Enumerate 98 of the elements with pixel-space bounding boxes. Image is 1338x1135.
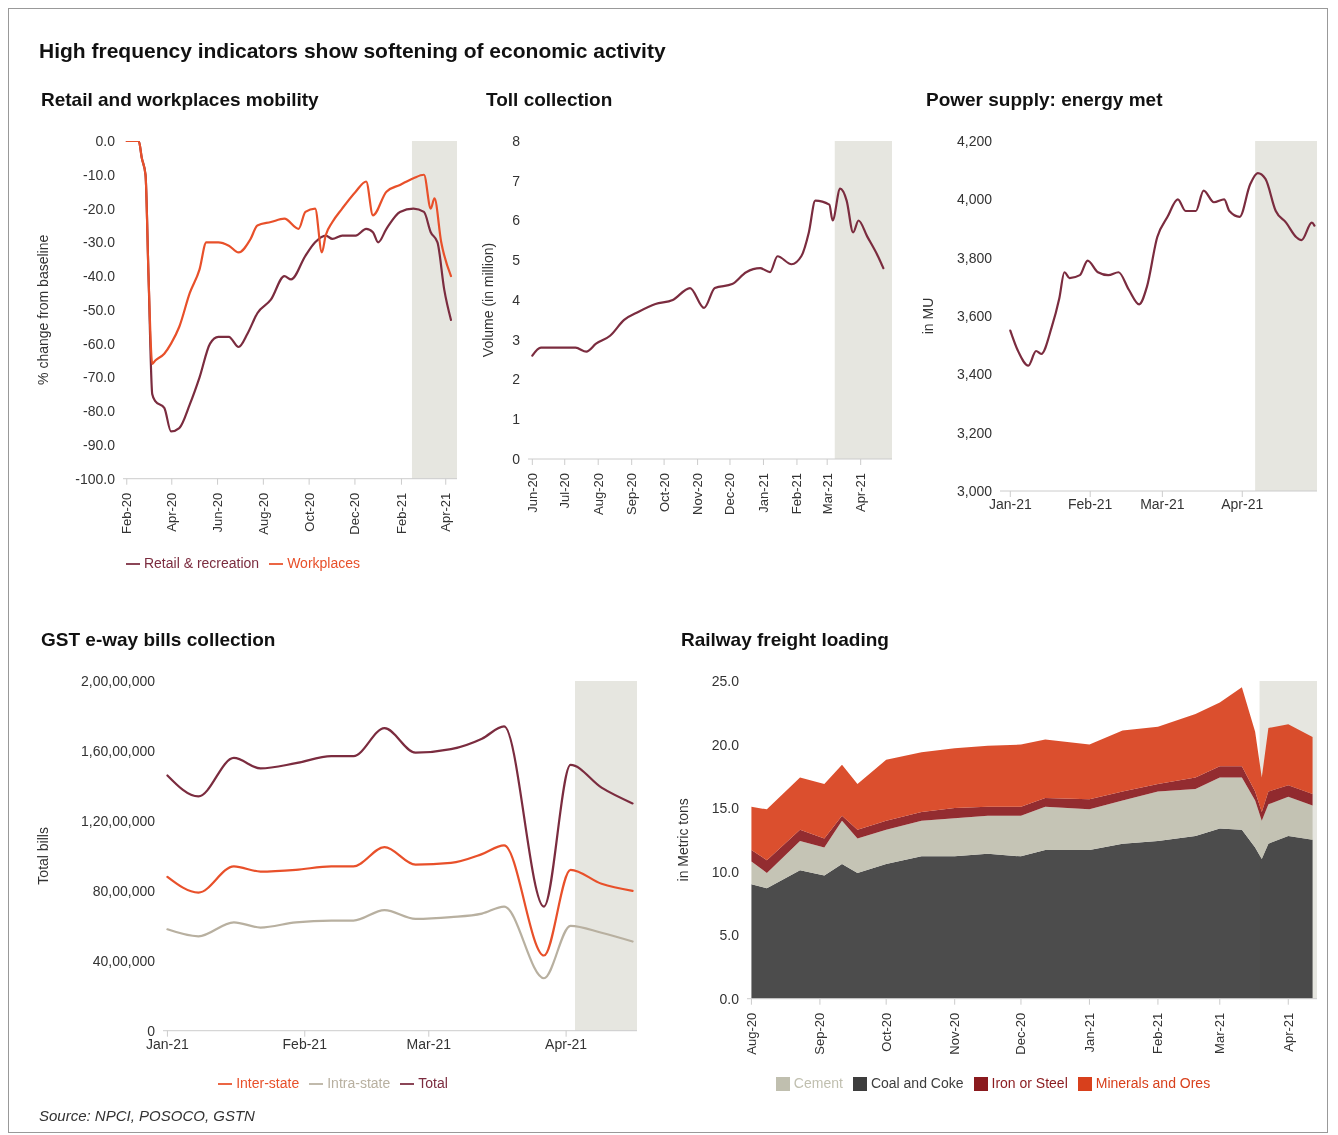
y-tick-label: 3,400 [956,366,993,383]
y-axis-title: in MU [919,297,936,335]
x-tick-label: Feb-21 [1150,1012,1166,1054]
x-tick-label: Nov-20 [947,1012,963,1055]
y-axis-title: in Metric tons [674,798,691,882]
x-tick-label: Oct-20 [301,492,317,532]
x-tick-label: Apr-21 [1280,1012,1296,1052]
legend-label: Intra-state [327,1074,391,1091]
chart-title: Power supply: energy met [926,89,1164,111]
x-tick-label: Dec-20 [722,473,738,515]
line-series [1009,171,1316,367]
x-tick-label: Sep-20 [624,473,640,515]
chart-title: Railway freight loading [681,629,890,651]
x-tick-label: Apr-21 [545,1035,588,1052]
x-tick-label: Mar-21 [1140,495,1185,512]
x-tick-label: Aug-20 [743,1012,759,1055]
y-tick-label: 8 [512,132,521,149]
legend-label: Minerals and Ores [1095,1074,1211,1091]
y-tick-label: -100.0 [75,470,116,487]
y-tick-label: 4 [512,291,521,308]
line-series [166,905,634,980]
y-axis-title: % change from baseline [34,234,51,385]
y-tick-label: -30.0 [83,234,116,251]
legend-label: Inter-state [236,1074,300,1091]
y-tick-label: 5 [512,252,521,269]
x-tick-label: Jan-21 [755,473,771,513]
y-tick-label: 2,00,00,000 [81,672,156,689]
x-tick-label: Jun-20 [210,492,226,533]
y-tick-label: 20.0 [711,736,740,753]
source-note: Source: NPCI, POSOCO, GSTN [39,1107,255,1124]
x-tick-label: Nov-20 [690,473,706,515]
y-tick-label: 10.0 [711,863,740,880]
x-tick-label: Apr-21 [1221,495,1264,512]
x-tick-label: Aug-20 [255,492,271,535]
y-tick-label: 6 [512,212,521,229]
y-tick-label: 2 [512,371,521,388]
x-tick-label: Jul-20 [557,473,573,509]
y-tick-label: -60.0 [83,335,116,352]
y-tick-label: 0.0 [95,132,116,149]
x-tick-label: Feb-21 [789,473,805,515]
x-tick-label: Aug-20 [590,473,606,515]
chart-title: GST e-way bills collection [41,629,277,651]
y-tick-label: 4,000 [956,191,993,208]
legend-label: Coal and Coke [870,1074,964,1091]
line-series [125,141,453,365]
x-tick-label: Mar-21 [1212,1012,1228,1054]
x-tick-label: Jun-20 [524,473,540,513]
chart-title: Toll collection [486,89,614,111]
x-tick-label: Apr-20 [164,492,180,532]
x-tick-label: Oct-20 [878,1012,894,1052]
x-tick-label: Dec-20 [1013,1012,1029,1055]
y-tick-label: 3 [512,331,521,348]
text: High frequency indicators show softening of economic activity [39,39,666,63]
y-tick-label: 0.0 [719,990,740,1007]
y-tick-label: 4,200 [956,132,993,149]
legend-label: Retail & recreation [143,554,260,571]
y-tick-label: 3,600 [956,307,993,324]
x-tick-label: Mar-21 [406,1035,452,1052]
y-tick-label: -70.0 [83,369,116,386]
y-tick-label: 1 [512,411,521,428]
x-tick-label: Mar-21 [819,473,835,515]
x-tick-label: Apr-21 [853,473,869,513]
y-tick-label: -80.0 [83,403,116,420]
y-tick-label: 25.0 [711,672,740,689]
y-axis-title: Total bills [34,827,51,885]
x-tick-label: Feb-21 [282,1035,328,1052]
legend-label: Total [418,1074,448,1091]
y-tick-label: -50.0 [83,301,116,318]
y-tick-label: 3,200 [956,424,993,441]
y-tick-label: 7 [512,172,521,189]
y-tick-label: -10.0 [83,166,116,183]
line-series [166,725,634,908]
chart-title: Retail and workplaces mobility [41,89,320,111]
x-tick-label: Apr-21 [438,492,454,532]
legend-label: Iron or Steel [991,1074,1068,1091]
y-tick-label: 1,60,00,000 [81,742,156,759]
y-tick-label: -40.0 [83,268,116,285]
y-tick-label: 40,00,000 [92,952,156,969]
legend-label: Cement [793,1074,843,1091]
line-series [531,187,885,357]
x-tick-label: Sep-20 [812,1012,828,1055]
y-tick-label: -20.0 [83,200,116,217]
x-tick-label: Feb-21 [1068,495,1113,512]
y-tick-label: 15.0 [711,800,740,817]
y-tick-label: 80,00,000 [92,882,156,899]
y-tick-label: -90.0 [83,436,116,453]
x-tick-label: Feb-21 [393,492,409,534]
legend-label: Workplaces [287,554,361,571]
y-tick-label: 5.0 [719,927,740,944]
y-tick-label: 1,20,00,000 [81,812,156,829]
x-tick-label: Dec-20 [347,492,363,535]
x-tick-label: Jan-21 [1081,1012,1097,1053]
y-axis-title: Volume (in million) [479,242,496,358]
line-series [166,844,634,957]
x-tick-label: Feb-20 [119,492,135,534]
y-tick-label: 0 [512,450,521,467]
x-tick-label: Oct-20 [656,473,672,513]
y-tick-label: 3,800 [956,249,993,266]
